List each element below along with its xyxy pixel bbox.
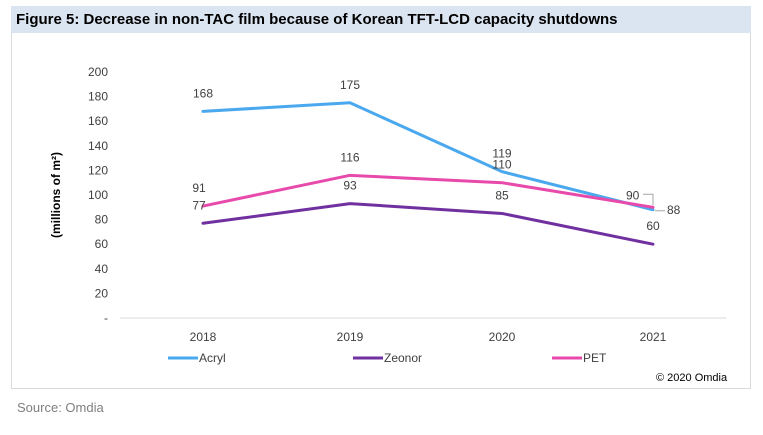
x-tick-label: 2019 (337, 330, 364, 344)
series-lines (201, 101, 655, 246)
data-label-acryl: 175 (340, 78, 360, 92)
x-axis-ticks: 2018 2019 2020 2021 (190, 330, 667, 344)
y-tick-label: - (104, 311, 108, 325)
data-label-zeonor: 85 (495, 188, 509, 202)
y-tick-label: 180 (88, 90, 108, 104)
data-label-zeonor: 60 (646, 219, 660, 233)
data-label-pet: 91 (192, 181, 206, 195)
x-tick-label: 2020 (489, 330, 516, 344)
y-tick-label: 60 (95, 237, 109, 251)
y-tick-label: 140 (88, 139, 108, 153)
legend-label-acryl: Acryl (199, 351, 226, 365)
data-label-pet: 110 (492, 158, 511, 172)
data-labels: 168 175 119 88 77 93 85 60 91 116 110 90 (192, 78, 680, 233)
data-label-acryl: 88 (667, 203, 681, 217)
y-tick-label: 120 (88, 163, 108, 177)
y-tick-label: 40 (95, 262, 109, 276)
data-label-acryl: 168 (193, 86, 213, 100)
data-label-pet: 116 (340, 150, 359, 164)
y-tick-label: 20 (95, 286, 109, 300)
figure-title: Figure 5: Decrease in non-TAC film becau… (16, 11, 618, 28)
series-line-zeonor (201, 202, 655, 246)
figure-title-bar: Figure 5: Decrease in non-TAC film becau… (11, 6, 751, 33)
data-label-acryl: 119 (492, 147, 511, 161)
y-tick-label: 160 (88, 114, 108, 128)
y-tick-label: 80 (95, 213, 109, 227)
y-tick-label: 100 (88, 188, 108, 202)
copyright-text: © 2020 Omdia (656, 372, 728, 384)
source-text: Source: Omdia (17, 400, 104, 415)
legend-label-pet: PET (583, 351, 607, 365)
legend: Acryl Zeonor PET (168, 351, 607, 365)
y-axis-label: (millions of m²) (49, 152, 63, 238)
y-axis-ticks: - 20 40 60 80 100 120 140 160 180 200 (88, 65, 108, 325)
series-line-pet (201, 173, 655, 209)
data-label-zeonor: 77 (192, 198, 206, 212)
chart-frame (11, 33, 751, 389)
data-label-pet: 90 (626, 188, 640, 202)
legend-label-zeonor: Zeonor (384, 351, 422, 365)
series-line-acryl (201, 101, 655, 212)
y-tick-label: 200 (88, 65, 108, 79)
x-tick-label: 2018 (190, 330, 217, 344)
x-tick-label: 2021 (640, 330, 667, 344)
leader-line (643, 193, 654, 206)
data-label-zeonor: 93 (343, 179, 357, 193)
